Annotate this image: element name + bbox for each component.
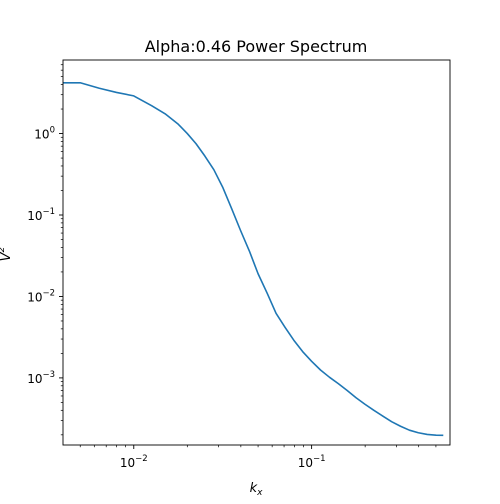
series-line-0 bbox=[63, 81, 444, 437]
y-axis-label-superscript: 2 bbox=[0, 246, 7, 252]
y-tick-label: 10−3 bbox=[27, 370, 55, 386]
axes-frame bbox=[62, 59, 451, 446]
plot-area bbox=[63, 81, 444, 437]
axes: 10−2 10−1 100 10−1 10−2 10−3 bbox=[27, 59, 451, 470]
x-tick-label: 10−2 bbox=[120, 454, 148, 470]
y-tick-label: 10−1 bbox=[27, 207, 55, 223]
y-axis-label: V2 bbox=[0, 246, 14, 261]
x-tick-label: 10−1 bbox=[298, 454, 326, 470]
y-tick-label: 100 bbox=[34, 126, 55, 142]
chart-title: Alpha:0.46 Power Spectrum bbox=[145, 37, 368, 56]
x-axis-label-subscript: x bbox=[256, 488, 263, 498]
x-axis-label: kx bbox=[250, 481, 264, 498]
y-tick-label: 10−2 bbox=[27, 288, 55, 304]
